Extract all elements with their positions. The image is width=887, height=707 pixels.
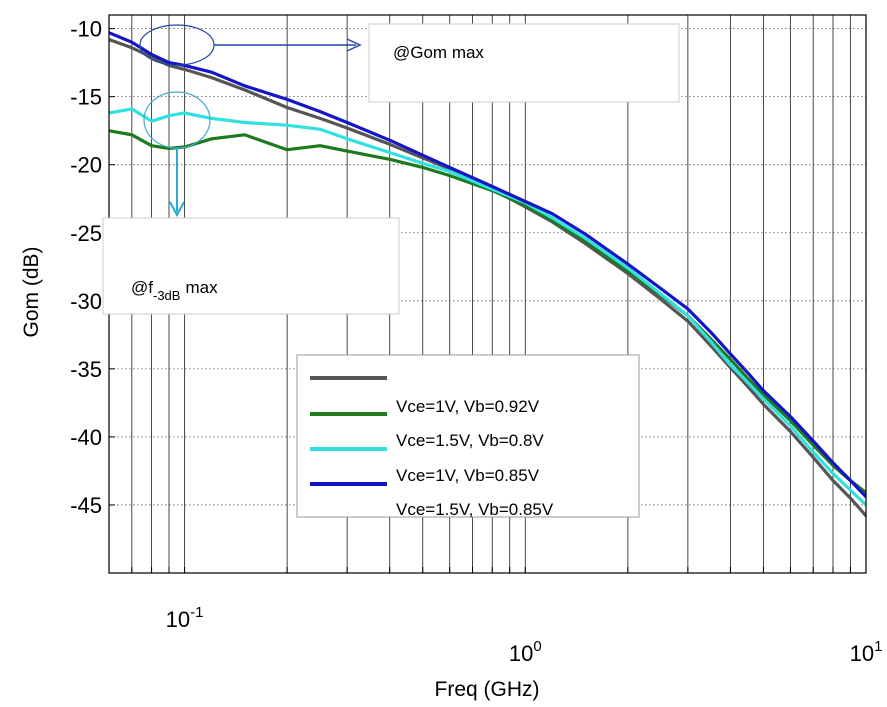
gom-max-arrow-head [346,38,362,52]
f3db-prefix: @f [131,278,153,297]
y-tick-label: -35 [70,357,102,382]
x-axis-label: Freq (GHz) [435,678,540,701]
f3db-max-annotation: @f-3dB max [102,91,400,315]
y-tick-labels: -10 -15 -20 -25 -30 -35 -40 -45 [70,17,102,518]
legend-label-3: Vce=1V, Vb=0.85V [396,466,540,485]
y-tick-label: -20 [70,153,102,178]
y-tick-label: -45 [70,493,102,518]
legend-label-1: Vce=1V, Vb=0.92V [396,397,540,416]
f3db-subscript: -3dB [153,288,180,303]
y-tick-label: -15 [70,85,102,110]
x-tick-label: 101 [850,638,883,666]
f3db-max-arrow-head [169,201,185,218]
y-tick-label: -25 [70,221,102,246]
gom-max-annotation: @Gom max [139,23,680,103]
gom-max-callout-text: @Gom max [393,43,484,62]
y-tick-label: -10 [70,17,102,42]
gom-max-callout-box [368,23,680,103]
legend-label-4: Vce=1.5V, Vb=0.85V [396,500,554,519]
series-lines [109,31,866,518]
x-tick-label: 100 [509,638,542,666]
y-tick-label: -30 [70,289,102,314]
legend: Vce=1V, Vb=0.92V Vce=1.5V, Vb=0.8V Vce=1… [296,354,640,519]
series-line-4 [109,31,866,499]
f3db-suffix: max [185,278,218,297]
x-tick-labels: 10-1 100 101 [166,604,883,666]
y-tick-label: -40 [70,425,102,450]
x-tick-label: 10-1 [166,604,204,632]
y-axis-label: Gom (dB) [20,246,43,337]
series-line-2 [109,129,866,495]
legend-label-2: Vce=1.5V, Vb=0.8V [396,431,544,450]
legend-box [296,354,640,518]
f3db-max-callout-text: @f-3dB max [131,278,218,303]
f3db-max-callout-box [102,217,400,315]
